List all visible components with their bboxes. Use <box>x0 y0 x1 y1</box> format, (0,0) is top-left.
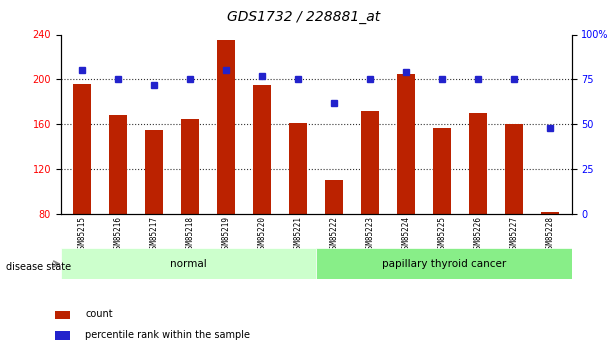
Text: disease state: disease state <box>6 263 71 272</box>
Bar <box>145 130 164 214</box>
Text: GDS1732 / 228881_at: GDS1732 / 228881_at <box>227 10 381 24</box>
Text: GSM85227: GSM85227 <box>510 216 519 253</box>
Text: GSM85216: GSM85216 <box>114 216 123 253</box>
Text: GSM85219: GSM85219 <box>222 216 231 253</box>
Bar <box>74 84 91 214</box>
Text: count: count <box>85 309 112 319</box>
Bar <box>325 180 343 214</box>
Text: percentile rank within the sample: percentile rank within the sample <box>85 330 250 339</box>
Text: GSM85225: GSM85225 <box>438 216 446 253</box>
Bar <box>217 40 235 214</box>
Text: GSM85217: GSM85217 <box>150 216 159 253</box>
Bar <box>109 115 127 214</box>
Text: papillary thyroid cancer: papillary thyroid cancer <box>382 259 506 269</box>
FancyBboxPatch shape <box>316 248 572 279</box>
Text: GSM85228: GSM85228 <box>545 216 554 253</box>
Text: GSM85215: GSM85215 <box>78 216 87 253</box>
Text: GSM85226: GSM85226 <box>474 216 483 253</box>
Bar <box>289 123 307 214</box>
Text: GSM85224: GSM85224 <box>401 216 410 253</box>
Bar <box>361 111 379 214</box>
Text: normal: normal <box>170 259 207 269</box>
Bar <box>541 211 559 214</box>
Bar <box>505 124 523 214</box>
Text: GSM85222: GSM85222 <box>330 216 339 253</box>
Bar <box>397 74 415 214</box>
Text: GSM85218: GSM85218 <box>186 216 195 253</box>
Text: GSM85220: GSM85220 <box>258 216 267 253</box>
Bar <box>181 119 199 214</box>
Bar <box>433 128 451 214</box>
Text: GSM85223: GSM85223 <box>365 216 375 253</box>
FancyBboxPatch shape <box>61 248 316 279</box>
Text: GSM85221: GSM85221 <box>294 216 303 253</box>
Bar <box>469 113 487 214</box>
Bar <box>253 85 271 214</box>
